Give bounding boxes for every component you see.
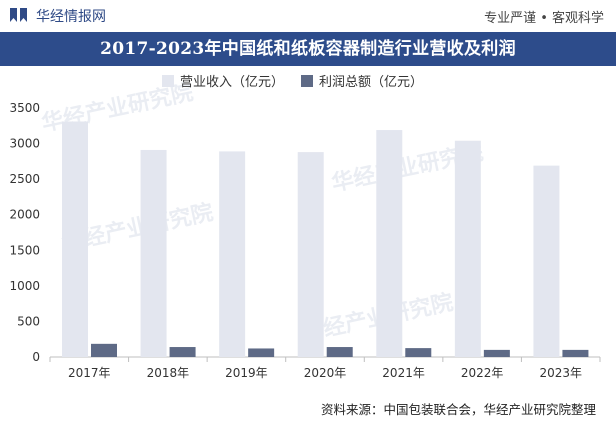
profit-bar <box>483 349 510 357</box>
legend-swatch <box>301 75 313 87</box>
profit-bar <box>169 347 196 357</box>
profit-bar <box>248 348 275 357</box>
y-tick-label: 1000 <box>9 279 40 293</box>
title-bar: 2017-2023年中国纸和纸板容器制造行业营收及利润 <box>0 32 616 66</box>
y-tick-label: 3500 <box>9 101 40 115</box>
profit-bar <box>91 343 117 357</box>
header-bar: 华经情报网 专业严谨 • 客观科学 <box>0 0 616 30</box>
source-note: 资料来源：中国包装联合会，华经产业研究院整理 <box>320 402 596 417</box>
x-tick-label: 2020年 <box>304 366 347 380</box>
profit-bar <box>562 349 589 357</box>
revenue-bar <box>533 165 560 357</box>
legend-label: 营业收入（亿元） <box>180 75 284 90</box>
x-tick-label: 2023年 <box>539 366 582 380</box>
slogan: 专业严谨 • 客观科学 <box>484 11 604 26</box>
revenue-bar <box>376 130 403 357</box>
revenue-bar <box>219 151 246 357</box>
x-tick-label: 2022年 <box>461 366 504 380</box>
revenue-bar <box>62 121 88 357</box>
y-tick-label: 3000 <box>9 137 40 151</box>
profit-bar <box>405 348 432 357</box>
x-tick-label: 2017年 <box>68 366 111 380</box>
y-tick-label: 500 <box>17 314 40 328</box>
y-tick-label: 2000 <box>9 208 40 222</box>
x-tick-label: 2021年 <box>382 366 425 380</box>
x-tick-label: 2019年 <box>225 366 268 380</box>
brand-name: 华经情报网 <box>36 9 106 25</box>
legend-label: 利润总额（亿元） <box>319 75 423 90</box>
revenue-bar <box>454 140 481 357</box>
profit-bar <box>326 347 353 357</box>
bookmark-logo-icon <box>10 8 27 22</box>
revenue-bar <box>140 149 167 357</box>
legend-swatch <box>162 75 174 87</box>
y-tick-label: 0 <box>32 350 40 364</box>
revenue-bar <box>297 152 324 357</box>
y-tick-label: 1500 <box>9 243 40 257</box>
chart-title: 2017-2023年中国纸和纸板容器制造行业营收及利润 <box>100 39 516 59</box>
bar-chart: 营业收入（亿元） 利润总额（亿元） 0 500 1000 1500 2000 2500 3000… <box>9 75 601 380</box>
y-tick-label: 2500 <box>9 172 40 186</box>
x-tick-label: 2018年 <box>147 366 190 380</box>
